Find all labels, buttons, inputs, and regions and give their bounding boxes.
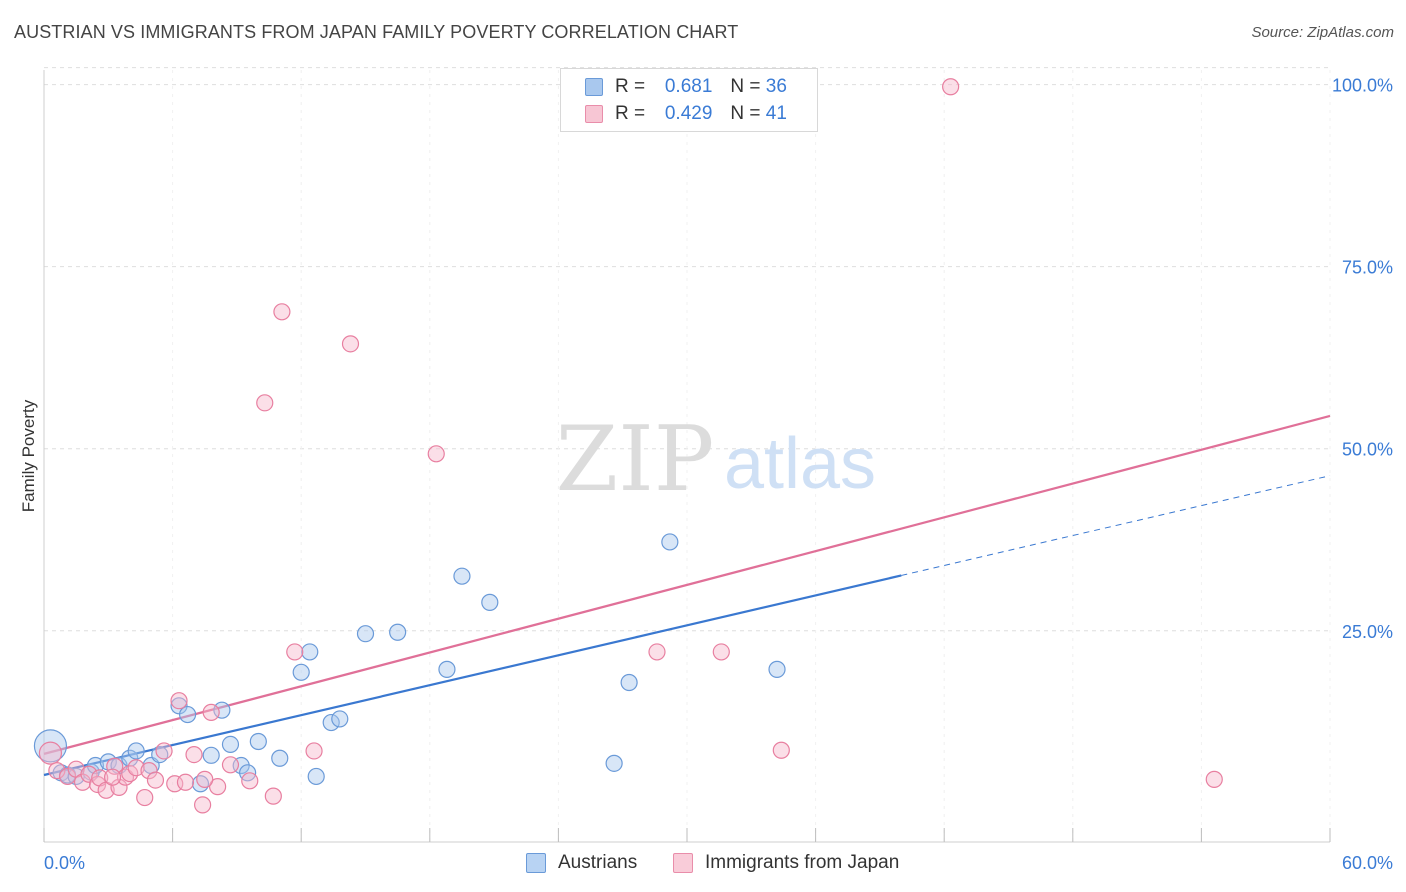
source-label: Source: ZipAtlas.com: [1251, 24, 1394, 41]
point-austrians: [322, 713, 340, 732]
legend-swatch-pink: [585, 105, 603, 123]
watermark-zip: ZIP: [556, 407, 715, 512]
point-japan: [305, 742, 323, 760]
legend-n-label: N =: [730, 76, 761, 97]
watermark: ZIP atlas: [556, 407, 876, 512]
point-japan: [712, 643, 730, 661]
point-japan: [58, 767, 77, 786]
bottom-legend-label: Austrians: [558, 852, 638, 873]
point-japan: [273, 303, 291, 321]
bottom-legend-swatch-blue: [526, 853, 546, 873]
point-japan: [136, 788, 154, 807]
point-japan: [127, 759, 145, 777]
point-austrians: [356, 625, 375, 643]
point-japan: [38, 741, 63, 765]
point-austrians: [202, 746, 220, 764]
point-austrians: [481, 593, 499, 611]
point-austrians: [438, 660, 456, 678]
point-austrians: [620, 673, 638, 692]
bottom-legend-japan[interactable]: Immigrants from Japan: [673, 852, 899, 874]
bottom-legend: Austrians Immigrants from Japan: [0, 852, 1406, 878]
point-japan: [166, 775, 184, 793]
y-tick-label: 75.0%: [1342, 258, 1393, 278]
trendline-austrians: [43, 574, 902, 777]
point-japan: [196, 770, 214, 788]
point-japan: [155, 742, 173, 760]
y-tick-label: 25.0%: [1342, 622, 1393, 642]
point-japan: [1205, 770, 1223, 788]
point-austrians: [389, 623, 407, 641]
point-japan: [648, 643, 666, 661]
point-japan: [103, 768, 122, 786]
point-austrians: [213, 701, 231, 719]
points-layer: [33, 78, 1223, 814]
point-japan: [185, 746, 203, 764]
legend-r-value: 0.681: [664, 76, 713, 97]
label-layer: 25.0% 50.0% 75.0% 100.0% 0.0% 60.0% Family Pov…: [19, 76, 1393, 873]
legend-r-label: R =: [615, 76, 646, 97]
legend-row-austrians: R = 0.681 N = 36: [585, 74, 787, 100]
legend-r-label: R =: [615, 103, 646, 124]
chart-title: AUSTRIAN VS IMMIGRANTS FROM JAPAN FAMILY…: [14, 22, 739, 42]
point-japan: [146, 771, 165, 789]
point-austrians: [33, 729, 68, 763]
point-japan: [221, 756, 240, 774]
point-austrians: [331, 710, 349, 728]
point-austrians: [292, 663, 310, 681]
legend-r-value: 0.429: [664, 103, 713, 124]
bottom-legend-swatch-pink: [673, 853, 693, 873]
point-japan: [194, 796, 212, 814]
trendline-japan: [43, 414, 1331, 755]
point-austrians: [307, 767, 325, 786]
point-japan: [241, 772, 259, 790]
point-japan: [202, 703, 220, 721]
bottom-legend-label: Immigrants from Japan: [705, 852, 900, 873]
point-austrians: [301, 643, 319, 661]
point-austrians: [249, 732, 267, 751]
point-austrians: [453, 567, 471, 585]
legend-row-japan: R = 0.429 N = 41: [585, 101, 787, 127]
x-tick-label: 0.0%: [44, 853, 85, 873]
bottom-legend-austrians[interactable]: Austrians: [526, 852, 637, 874]
trend-layer: [43, 414, 1331, 777]
legend-n-value: 41: [765, 103, 787, 124]
point-austrians: [170, 697, 188, 715]
point-japan: [88, 775, 107, 794]
point-japan: [942, 78, 960, 96]
point-japan: [110, 778, 128, 796]
watermark-atlas: atlas: [724, 424, 876, 504]
point-austrians: [768, 660, 786, 678]
point-japan: [256, 394, 274, 412]
point-japan: [772, 741, 790, 759]
point-japan: [341, 335, 360, 353]
point-japan: [209, 778, 227, 796]
legend-swatch-blue: [585, 78, 603, 96]
point-austrians: [127, 742, 145, 760]
y-tick-label: 100.0%: [1332, 76, 1393, 96]
axis-layer: [43, 70, 1331, 843]
point-japan: [427, 445, 445, 463]
legend-n-label: N =: [730, 103, 761, 124]
point-austrians: [605, 754, 623, 772]
point-japan: [264, 787, 282, 805]
point-japan: [106, 757, 124, 775]
point-austrians: [179, 705, 197, 724]
point-japan: [140, 762, 158, 780]
x-tick-label: 60.0%: [1342, 853, 1393, 873]
point-japan: [286, 643, 304, 661]
point-austrians: [271, 749, 289, 767]
trendline-austrians-extension: [901, 475, 1331, 576]
y-axis-title: Family Poverty: [19, 399, 38, 512]
legend-n-value: 36: [765, 76, 787, 97]
point-austrians: [661, 533, 679, 551]
point-japan: [48, 762, 66, 780]
point-japan: [121, 764, 139, 783]
point-japan: [176, 773, 195, 791]
point-japan: [170, 692, 188, 710]
point-austrians: [221, 735, 240, 754]
y-tick-label: 50.0%: [1342, 440, 1393, 460]
stats-legend: R = 0.681 N = 36 R = 0.429 N = 41: [560, 68, 818, 132]
